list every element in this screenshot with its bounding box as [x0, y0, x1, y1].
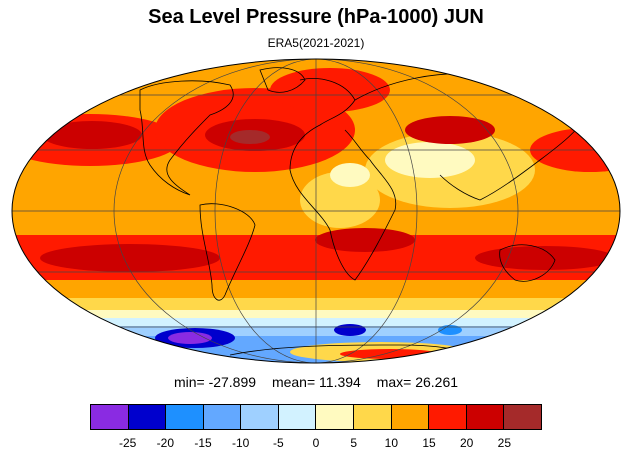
africa-low — [300, 172, 380, 228]
colorbar-tick-label: 15 — [422, 436, 436, 450]
colorbar-swatch — [91, 405, 129, 429]
weddell-low — [334, 324, 366, 336]
amundsen-low-core — [168, 332, 212, 344]
colorbar-tick-label: 10 — [384, 436, 399, 450]
colorbar-swatch — [354, 405, 392, 429]
south-pacific-high — [40, 244, 220, 272]
tibet-high — [405, 116, 495, 144]
colorbar-tick-label: 0 — [312, 436, 320, 450]
colorbar-swatch — [128, 405, 167, 429]
colorbar-swatch — [504, 405, 541, 429]
max-stat: max= 26.261 — [376, 374, 459, 390]
colorbar-ticks: -25 -20 -15 -10 -5 0 5 10 15 20 25 — [90, 436, 542, 452]
azores-high-peak — [230, 130, 270, 144]
sahara-low-core — [330, 163, 370, 187]
colorbar-swatch — [203, 405, 242, 429]
colorbar-swatch — [278, 405, 317, 429]
colorbar-tick-label: 20 — [459, 436, 474, 450]
colorbar-swatch — [241, 405, 279, 429]
colorbar-tick-label: 25 — [497, 436, 512, 450]
antarctic-plateau — [340, 349, 440, 359]
colorbar-tick-label: -15 — [194, 436, 212, 450]
colorbar-swatch — [316, 405, 355, 429]
colorbar-swatch — [429, 405, 467, 429]
north-pacific-high-core — [42, 121, 142, 149]
min-stat: min= -27.899 — [173, 374, 257, 390]
colorbar-swatch — [166, 405, 204, 429]
map-title: Sea Level Pressure (hPa-1000) JUN — [148, 6, 484, 28]
south-atlantic-high — [315, 228, 415, 252]
mean-stat: mean= 11.394 — [271, 374, 361, 390]
colorbar-tick-label: -5 — [272, 436, 284, 450]
stats-line: min= -27.899 mean= 11.394 max= 26.261 — [0, 374, 632, 390]
colorbar-tick-label: -25 — [118, 436, 137, 450]
colorbar-swatch — [466, 405, 505, 429]
europe-high — [270, 68, 390, 112]
colorbar-tick-label: -10 — [231, 436, 250, 450]
colorbar-swatch — [391, 405, 430, 429]
indian-low — [438, 325, 462, 335]
map-outline — [11, 58, 621, 364]
south-indian-high — [475, 246, 615, 270]
colorbar-tick-label: -20 — [156, 436, 174, 450]
colorbar-tick-label: 5 — [350, 436, 357, 450]
map-subtitle: ERA5(2021-2021) — [267, 36, 365, 50]
colorbar — [90, 404, 542, 430]
asia-thermal-low-core — [385, 142, 475, 178]
